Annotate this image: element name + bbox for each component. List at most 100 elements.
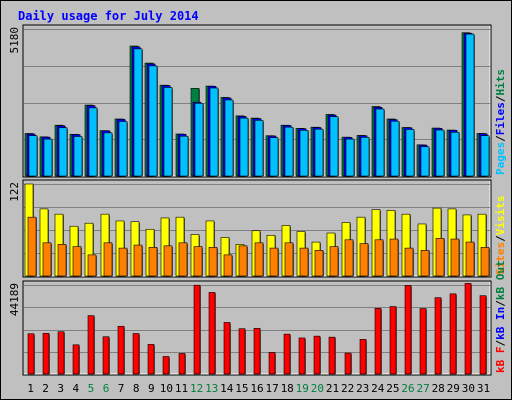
bar-kb-f-day-19 bbox=[298, 337, 306, 375]
bar-kb-f-day-15 bbox=[238, 328, 246, 375]
bar-kb-f-day-29 bbox=[449, 293, 457, 375]
x-tick-label-day-5: 5 bbox=[88, 382, 95, 395]
bar-sites-day-24 bbox=[374, 239, 384, 277]
bar-pages-day-6 bbox=[103, 132, 113, 177]
bar-sites-day-9 bbox=[148, 247, 158, 277]
panel-max-label: 5180 bbox=[8, 27, 21, 54]
panel-hits-files-pages: 5180 Pages/Files/Hits bbox=[8, 24, 507, 178]
bar-kb-f-day-27 bbox=[419, 308, 427, 375]
bar-kb-f-day-12 bbox=[193, 284, 201, 375]
bar-pages-day-5 bbox=[88, 107, 98, 177]
x-tick-label-day-29: 29 bbox=[447, 382, 460, 395]
bar-kb-f-day-17 bbox=[268, 352, 276, 375]
bar-sites-day-20 bbox=[314, 250, 324, 277]
bar-pages-day-10 bbox=[163, 87, 173, 177]
bar-sites-day-1 bbox=[27, 216, 37, 277]
bar-sites-day-23 bbox=[359, 243, 369, 277]
x-tick-label-day-30: 30 bbox=[462, 382, 475, 395]
bar-pages-day-13 bbox=[209, 87, 219, 177]
bar-sites-day-7 bbox=[118, 247, 128, 277]
panel-max-label: 44189 bbox=[8, 283, 21, 316]
bar-pages-day-24 bbox=[375, 108, 385, 177]
bar-pages-day-29 bbox=[450, 131, 460, 177]
bar-sites-day-13 bbox=[208, 247, 218, 277]
bar-pages-day-14 bbox=[224, 99, 234, 177]
bar-kb-f-day-9 bbox=[147, 344, 155, 375]
bar-kb-f-day-24 bbox=[374, 308, 382, 375]
panel-legend: Sites/Visits bbox=[494, 196, 507, 276]
x-tick-label-day-21: 21 bbox=[326, 382, 339, 395]
bar-kb-f-day-1 bbox=[27, 333, 35, 375]
x-tick-label-day-28: 28 bbox=[432, 382, 445, 395]
x-tick-label-day-3: 3 bbox=[57, 382, 64, 395]
bar-sites-day-19 bbox=[299, 247, 309, 277]
bar-sites-day-5 bbox=[87, 254, 97, 277]
bar-sites-day-29 bbox=[450, 238, 460, 277]
bar-kb-f-day-23 bbox=[359, 339, 367, 375]
bar-sites-day-2 bbox=[42, 242, 52, 277]
bar-pages-day-3 bbox=[58, 127, 68, 177]
x-tick-label-day-17: 17 bbox=[265, 382, 278, 395]
panel-legend: Pages/Files/Hits bbox=[494, 69, 507, 175]
x-tick-label-day-11: 11 bbox=[175, 382, 188, 395]
x-tick-label-day-31: 31 bbox=[477, 382, 490, 395]
x-tick-label-day-13: 13 bbox=[205, 382, 218, 395]
legend-entry: / bbox=[494, 95, 507, 102]
x-tick-label-day-8: 8 bbox=[133, 382, 140, 395]
x-tick-label-day-4: 4 bbox=[72, 382, 79, 395]
bar-kb-f-day-13 bbox=[208, 292, 216, 375]
bar-kb-f-day-31 bbox=[479, 295, 487, 375]
bar-kb-f-day-30 bbox=[464, 283, 472, 375]
bar-pages-day-31 bbox=[480, 135, 490, 177]
x-tick-label-day-19: 19 bbox=[296, 382, 309, 395]
x-tick-label-day-23: 23 bbox=[356, 382, 369, 395]
bar-sites-day-15 bbox=[238, 245, 248, 277]
legend-entry: / bbox=[494, 235, 507, 242]
bar-kb-f-day-10 bbox=[162, 356, 170, 375]
bar-kb-f-day-20 bbox=[313, 335, 321, 375]
bar-pages-day-26 bbox=[405, 129, 415, 177]
bar-sites-day-31 bbox=[480, 247, 490, 277]
bar-kb-f-day-4 bbox=[72, 344, 80, 375]
bar-pages-day-9 bbox=[148, 65, 158, 177]
bar-pages-day-18 bbox=[284, 126, 294, 177]
bar-sites-day-16 bbox=[254, 242, 264, 277]
bar-kb-f-day-14 bbox=[223, 322, 231, 375]
x-tick-label-day-27: 27 bbox=[416, 382, 429, 395]
bar-sites-day-14 bbox=[223, 254, 233, 277]
x-tick-label-day-16: 16 bbox=[250, 382, 263, 395]
bar-sites-day-30 bbox=[465, 241, 475, 277]
bar-kb-f-day-5 bbox=[87, 315, 95, 375]
bar-kb-f-day-7 bbox=[117, 325, 125, 375]
x-tick-label-day-15: 15 bbox=[235, 382, 248, 395]
bar-sites-day-26 bbox=[404, 247, 414, 277]
bar-sites-day-21 bbox=[329, 246, 339, 277]
x-tick-label-day-7: 7 bbox=[118, 382, 125, 395]
x-tick-label-day-26: 26 bbox=[401, 382, 414, 395]
bar-kb-f-day-11 bbox=[178, 353, 186, 375]
bar-pages-day-8 bbox=[133, 48, 143, 177]
bar-kb-f-day-18 bbox=[283, 333, 291, 375]
bar-pages-day-25 bbox=[390, 120, 400, 177]
bar-pages-day-27 bbox=[420, 146, 430, 177]
x-axis-labels: 1 2 3 4 5 6 7 8 9 10 11 12 13 14 15 16 17 18 19 20 21 22 23 24 2… bbox=[27, 382, 490, 395]
bar-sites-day-28 bbox=[435, 237, 445, 277]
x-tick-label-day-12: 12 bbox=[190, 382, 203, 395]
panel-legend: kB F/kB In/kB Out bbox=[494, 260, 507, 373]
bar-pages-day-7 bbox=[118, 121, 128, 177]
x-tick-label-day-10: 10 bbox=[160, 382, 173, 395]
x-tick-label-day-1: 1 bbox=[27, 382, 34, 395]
legend-entry: Hits bbox=[494, 69, 507, 96]
chart-panels: 5180Pages/Files/Hits122Sites/Visits44189… bbox=[8, 24, 507, 376]
bar-kb-f-day-25 bbox=[389, 306, 397, 375]
chart-title: Daily usage for July 2014 bbox=[18, 9, 199, 23]
x-tick-label-day-2: 2 bbox=[42, 382, 49, 395]
bar-kb-f-day-26 bbox=[404, 285, 412, 375]
bar-sites-day-17 bbox=[269, 247, 279, 277]
bar-sites-day-12 bbox=[193, 246, 203, 277]
bar-pages-day-17 bbox=[269, 137, 279, 177]
bar-pages-day-30 bbox=[465, 33, 475, 177]
bar-kb-f-day-6 bbox=[102, 336, 110, 375]
bar-pages-day-20 bbox=[314, 128, 324, 177]
